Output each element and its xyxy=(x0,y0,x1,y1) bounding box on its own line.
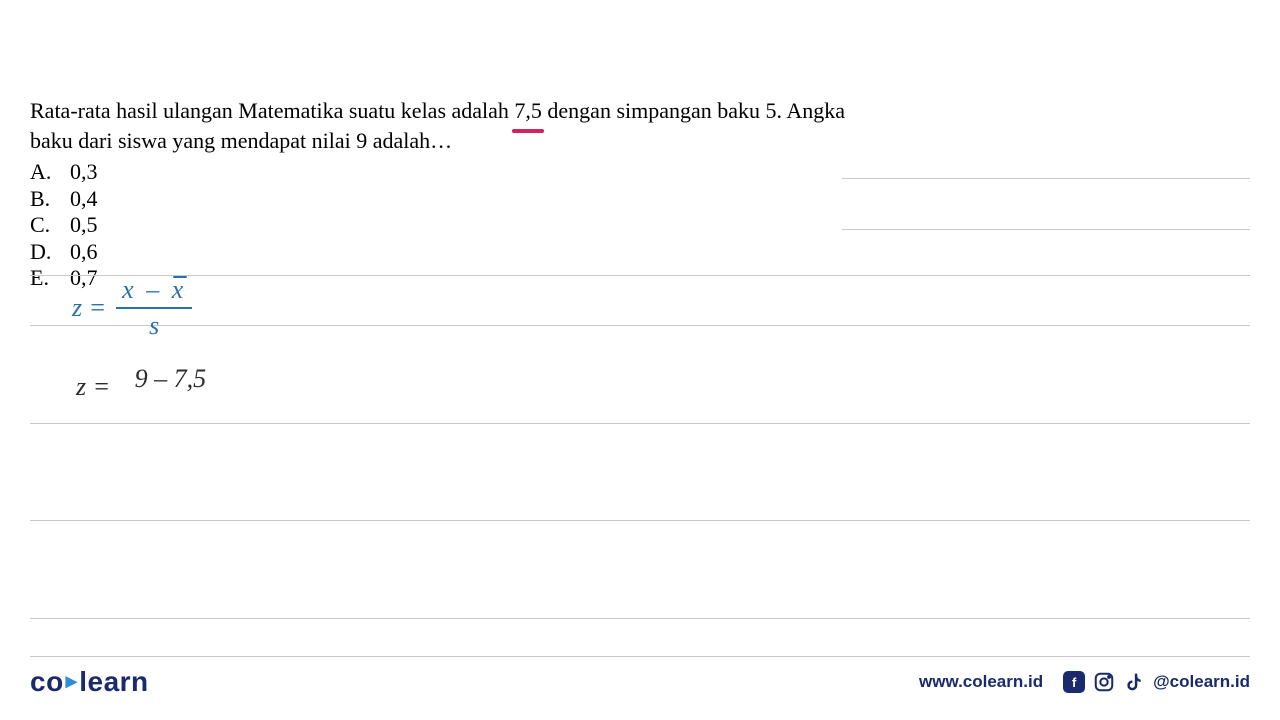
formula2-rhs: 9 – 7,5 xyxy=(135,364,207,393)
logo-co: co xyxy=(30,666,64,697)
option-a: A. 0,3 xyxy=(30,159,1250,185)
var-xbar: x xyxy=(172,275,187,305)
ruled-line xyxy=(30,275,1250,276)
minus-sign: – xyxy=(137,275,172,304)
fraction-numerator: x – x xyxy=(116,275,192,307)
facebook-icon: f xyxy=(1063,671,1085,693)
fraction-denominator: s xyxy=(143,309,165,341)
question-line1-after: dengan simpangan baku 5. Angka xyxy=(542,98,845,123)
handwritten-formula-z: z = x – x s xyxy=(72,275,192,341)
ruled-line xyxy=(30,325,1250,326)
logo-separator: ▸ xyxy=(64,668,80,693)
footer-right: www.colearn.id f @colearn.id xyxy=(919,671,1250,693)
underlined-value: 7,5 xyxy=(514,96,542,126)
social-handle: @colearn.id xyxy=(1153,672,1250,692)
tiktok-icon xyxy=(1123,671,1145,693)
question-line2: baku dari siswa yang mendapat nilai 9 ad… xyxy=(30,128,452,153)
option-b: B. 0,4 xyxy=(30,186,1250,212)
formula-lhs: z = xyxy=(72,293,106,323)
option-c: C. 0,5 xyxy=(30,212,1250,238)
option-letter: C. xyxy=(30,212,70,238)
question-text: Rata-rata hasil ulangan Matematika suatu… xyxy=(30,96,860,155)
ruled-line xyxy=(30,618,1250,619)
option-e: E. 0,7 xyxy=(30,265,1250,291)
var-x: x xyxy=(122,275,137,304)
instagram-icon xyxy=(1093,671,1115,693)
ruled-line xyxy=(842,229,1250,230)
ruled-line xyxy=(842,178,1250,179)
website-url: www.colearn.id xyxy=(919,672,1043,692)
ruled-line xyxy=(30,520,1250,521)
answer-options: A. 0,3 B. 0,4 C. 0,5 D. 0,6 E. 0,7 xyxy=(30,159,1250,291)
fraction: x – x s xyxy=(116,275,192,341)
option-text: 0,5 xyxy=(70,212,98,238)
option-text: 0,4 xyxy=(70,186,98,212)
option-letter: A. xyxy=(30,159,70,185)
option-letter: B. xyxy=(30,186,70,212)
option-text: 0,6 xyxy=(70,239,98,265)
handwritten-formula-value: z = 9 – 7,5 xyxy=(76,372,206,402)
footer: co▸learn www.colearn.id f @colearn.id xyxy=(30,666,1250,698)
option-text: 0,3 xyxy=(70,159,98,185)
option-letter: D. xyxy=(30,239,70,265)
logo-learn: learn xyxy=(79,666,148,697)
ruled-line xyxy=(30,423,1250,424)
formula2-lhs: z = xyxy=(76,372,110,401)
social-icons: f @colearn.id xyxy=(1063,671,1250,693)
question-line1-before: Rata-rata hasil ulangan Matematika suatu… xyxy=(30,98,514,123)
brand-logo: co▸learn xyxy=(30,666,149,698)
option-letter: E. xyxy=(30,265,70,291)
option-d: D. 0,6 xyxy=(30,239,1250,265)
footer-divider xyxy=(30,656,1250,657)
